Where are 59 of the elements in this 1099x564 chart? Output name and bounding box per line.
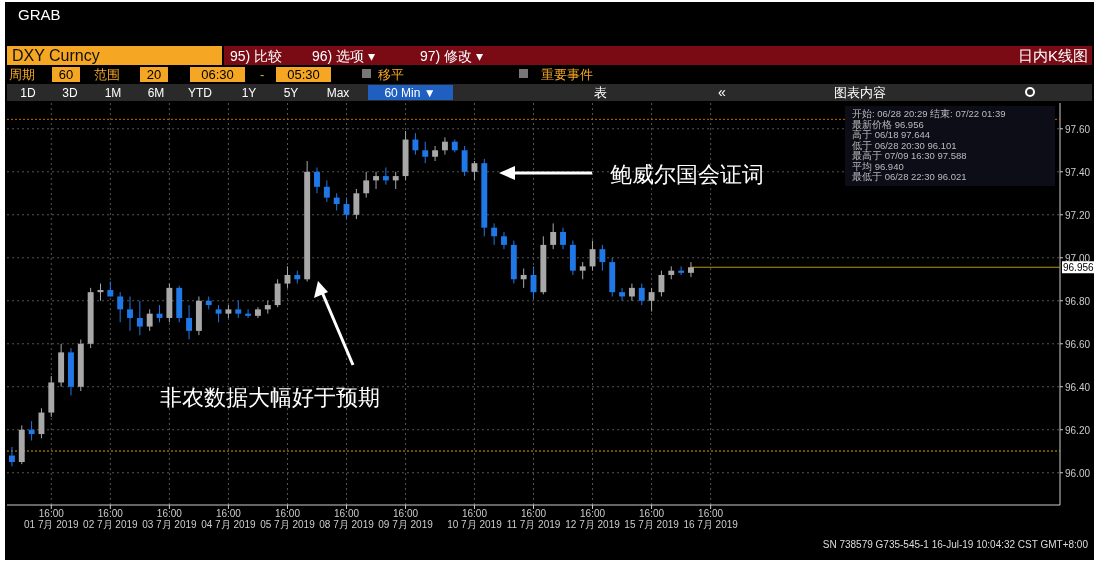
annotation: 97) 修改 ▾	[420, 48, 484, 64]
annotation: 6M	[147, 86, 165, 100]
annotation: Max	[326, 86, 350, 100]
annotation: 1D	[20, 86, 36, 100]
annotation: 周期	[9, 67, 35, 82]
annotation: 表	[593, 85, 607, 100]
x-tick: 16:00 04 7月 2019	[201, 508, 256, 530]
annotation: 1Y	[241, 86, 257, 100]
annotation: 高于 06/18 97.644	[852, 129, 931, 140]
annotation: 移平	[378, 67, 404, 82]
ref-label: 96.956	[1063, 262, 1094, 274]
y-tick: 97.60	[1065, 123, 1091, 135]
annotation: 3D	[62, 86, 78, 100]
y-tick: 97.40	[1065, 166, 1091, 178]
y-tick: 97.00	[1065, 252, 1091, 264]
annotation: 图表内容	[834, 85, 886, 100]
annotation: 06:30	[201, 67, 234, 82]
annotation: YTD	[188, 86, 212, 100]
annotation: 平均 96.940	[852, 160, 904, 172]
annotation: 最高于 07/09 16:30 97.588	[852, 150, 967, 161]
annotation: 鲍威尔国会证词	[610, 162, 764, 187]
y-tick: 96.40	[1065, 381, 1091, 393]
annotation: GRAB	[18, 6, 61, 23]
y-tick: 96.60	[1065, 338, 1091, 350]
x-tick: 16:00 15 7月 2019	[624, 508, 679, 530]
annotation: 低于 06/28 20:30 96.101	[852, 139, 957, 151]
annotation: 范围	[94, 67, 120, 82]
x-tick: 16:00 03 7月 2019	[142, 508, 197, 530]
x-tick: 16:00 08 7月 2019	[319, 508, 374, 530]
annotation: 5Y	[283, 86, 299, 100]
x-tick: 16:00 02 7月 2019	[83, 508, 138, 530]
annotation: 96) 选项 ▾	[312, 48, 376, 64]
y-tick: 96.20	[1065, 424, 1091, 436]
y-tick: 97.20	[1065, 209, 1091, 221]
annotation: 60	[58, 67, 74, 82]
annotation: 非农数据大幅好于预期	[160, 385, 380, 410]
subtitle: 日内K线图	[1018, 47, 1088, 64]
annotation: «	[718, 84, 726, 100]
annotation: 05:30	[287, 67, 320, 82]
y-tick: 96.80	[1065, 295, 1091, 307]
x-tick: 16:00 10 7月 2019	[447, 508, 502, 530]
x-tick: 16:00 01 7月 2019	[24, 508, 79, 530]
annotation: 95) 比较	[230, 48, 283, 64]
x-tick: 16:00 09 7月 2019	[378, 508, 433, 530]
annotation: -	[260, 67, 265, 82]
y-tick: 96.00	[1065, 467, 1091, 479]
annotation: 重要事件	[541, 67, 593, 82]
annotation: 最新价格 96.956	[852, 118, 924, 130]
title: DXY Curncy	[12, 47, 100, 64]
annotation: 60 Min ▼	[384, 86, 436, 100]
annotation: 最低于 06/28 22:30 96.021	[852, 171, 967, 182]
annotation: 开始: 06/28 20:29 结束: 07/22 01:39	[852, 108, 1006, 119]
x-tick: 16:00 11 7月 2019	[506, 508, 561, 530]
x-tick: 16:00 12 7月 2019	[565, 508, 620, 530]
x-tick: 16:00 05 7月 2019	[260, 508, 315, 530]
annotation: SN 738579 G735-545-1 16-Jul-19 10:04:32 CST GMT+8:00	[822, 539, 1088, 550]
annotation: 1M	[104, 86, 122, 100]
x-tick: 16:00 16 7月 2019	[683, 508, 738, 530]
annotation: 20	[146, 67, 162, 82]
